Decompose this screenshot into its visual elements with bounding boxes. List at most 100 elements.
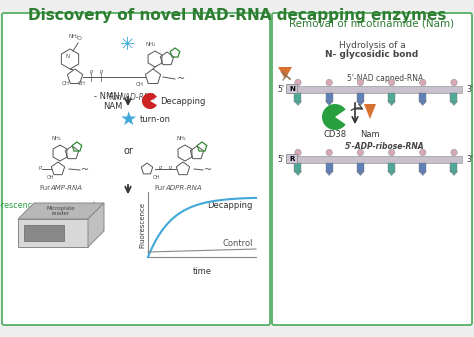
Text: P: P [158, 165, 162, 171]
Text: ~: ~ [204, 165, 212, 175]
Text: Nam: Nam [360, 130, 380, 139]
FancyBboxPatch shape [272, 13, 472, 325]
Text: or: or [123, 146, 133, 156]
Text: ~: ~ [177, 74, 185, 84]
FancyBboxPatch shape [2, 13, 270, 325]
Bar [419, 92, 426, 101]
FancyBboxPatch shape [286, 154, 298, 163]
Text: OH: OH [136, 82, 144, 87]
Text: ADPR-RNA: ADPR-RNA [165, 185, 201, 191]
Text: ~: ~ [81, 165, 89, 175]
Circle shape [451, 149, 457, 156]
Circle shape [295, 149, 301, 156]
Circle shape [419, 149, 426, 156]
Bar [388, 92, 395, 101]
Text: 5'-ADP-ribose-RNA: 5'-ADP-ribose-RNA [345, 142, 425, 151]
Text: 5'-NAD capped-RNA: 5'-NAD capped-RNA [347, 74, 423, 83]
Wedge shape [322, 104, 346, 130]
Circle shape [295, 79, 301, 86]
Text: CD38: CD38 [323, 130, 346, 139]
Polygon shape [388, 172, 395, 176]
FancyBboxPatch shape [286, 85, 298, 93]
Bar [388, 162, 395, 172]
Bar [294, 92, 301, 101]
Text: 5': 5' [277, 154, 284, 163]
Polygon shape [18, 203, 104, 219]
Circle shape [388, 79, 395, 86]
Text: Fur: Fur [39, 185, 50, 191]
Text: NAD-RNA: NAD-RNA [120, 93, 156, 102]
Text: Fur: Fur [108, 93, 120, 102]
Bar [24, 225, 64, 241]
Text: Fluorescence measurement: Fluorescence measurement [0, 201, 96, 210]
Bar [419, 162, 426, 172]
Text: N: N [66, 54, 70, 59]
Text: OH: OH [78, 81, 86, 86]
Polygon shape [388, 101, 395, 105]
Bar [288, 155, 462, 162]
Circle shape [357, 149, 364, 156]
Polygon shape [357, 172, 364, 176]
Text: Fur: Fur [154, 185, 165, 191]
Text: OH: OH [47, 175, 55, 180]
Polygon shape [419, 172, 426, 176]
Text: Control: Control [222, 240, 253, 248]
Bar [357, 162, 364, 172]
Text: time: time [192, 267, 211, 276]
Polygon shape [326, 172, 333, 176]
Circle shape [388, 149, 395, 156]
Circle shape [357, 79, 364, 86]
Text: Hydrolysis of a: Hydrolysis of a [338, 41, 405, 50]
Polygon shape [450, 172, 457, 176]
Wedge shape [142, 93, 157, 109]
Text: Decapping: Decapping [208, 201, 253, 210]
Text: NH₂: NH₂ [176, 136, 186, 141]
Text: 3': 3' [466, 154, 473, 163]
Circle shape [419, 79, 426, 86]
Text: NH₂: NH₂ [69, 34, 79, 39]
Text: NH₂: NH₂ [146, 42, 156, 47]
Text: OH: OH [153, 175, 161, 180]
Polygon shape [326, 101, 333, 105]
Polygon shape [364, 104, 376, 119]
Polygon shape [88, 203, 104, 247]
Text: NH₂: NH₂ [51, 136, 61, 141]
Text: Discovery of novel NAD-RNA decapping enzymes: Discovery of novel NAD-RNA decapping enz… [28, 8, 446, 23]
Bar [450, 162, 457, 172]
Bar [18, 219, 88, 247]
Text: Fluorescence: Fluorescence [139, 202, 145, 248]
Bar [288, 86, 462, 92]
Bar [326, 92, 333, 101]
Polygon shape [294, 172, 301, 176]
Text: AMP-RNA: AMP-RNA [50, 185, 82, 191]
Text: Microplate
reader: Microplate reader [46, 206, 75, 216]
Polygon shape [450, 101, 457, 105]
Text: 5': 5' [277, 85, 284, 93]
Text: P: P [38, 165, 42, 171]
Circle shape [326, 79, 332, 86]
Circle shape [451, 79, 457, 86]
Bar [450, 92, 457, 101]
Text: P: P [90, 70, 92, 75]
Text: turn-on: turn-on [140, 115, 171, 123]
Text: N- glycosidic bond: N- glycosidic bond [325, 50, 419, 59]
Text: 3': 3' [466, 85, 473, 93]
Text: Removal of nicotinamide (Nam): Removal of nicotinamide (Nam) [290, 19, 455, 29]
Polygon shape [357, 101, 364, 105]
Polygon shape [278, 67, 292, 79]
Bar [357, 92, 364, 101]
Text: R: R [289, 156, 295, 162]
Bar [326, 162, 333, 172]
Text: N: N [289, 86, 295, 92]
Text: P: P [100, 70, 103, 75]
Text: ★: ★ [119, 110, 137, 128]
Text: P: P [168, 165, 172, 171]
Text: OH: OH [62, 81, 70, 86]
Circle shape [326, 149, 332, 156]
Bar [294, 162, 301, 172]
Text: Decapping: Decapping [160, 96, 205, 105]
Text: ✳: ✳ [120, 36, 136, 54]
Polygon shape [294, 101, 301, 105]
Text: - NMN/
NAM: - NMN/ NAM [94, 91, 123, 111]
Polygon shape [419, 101, 426, 105]
